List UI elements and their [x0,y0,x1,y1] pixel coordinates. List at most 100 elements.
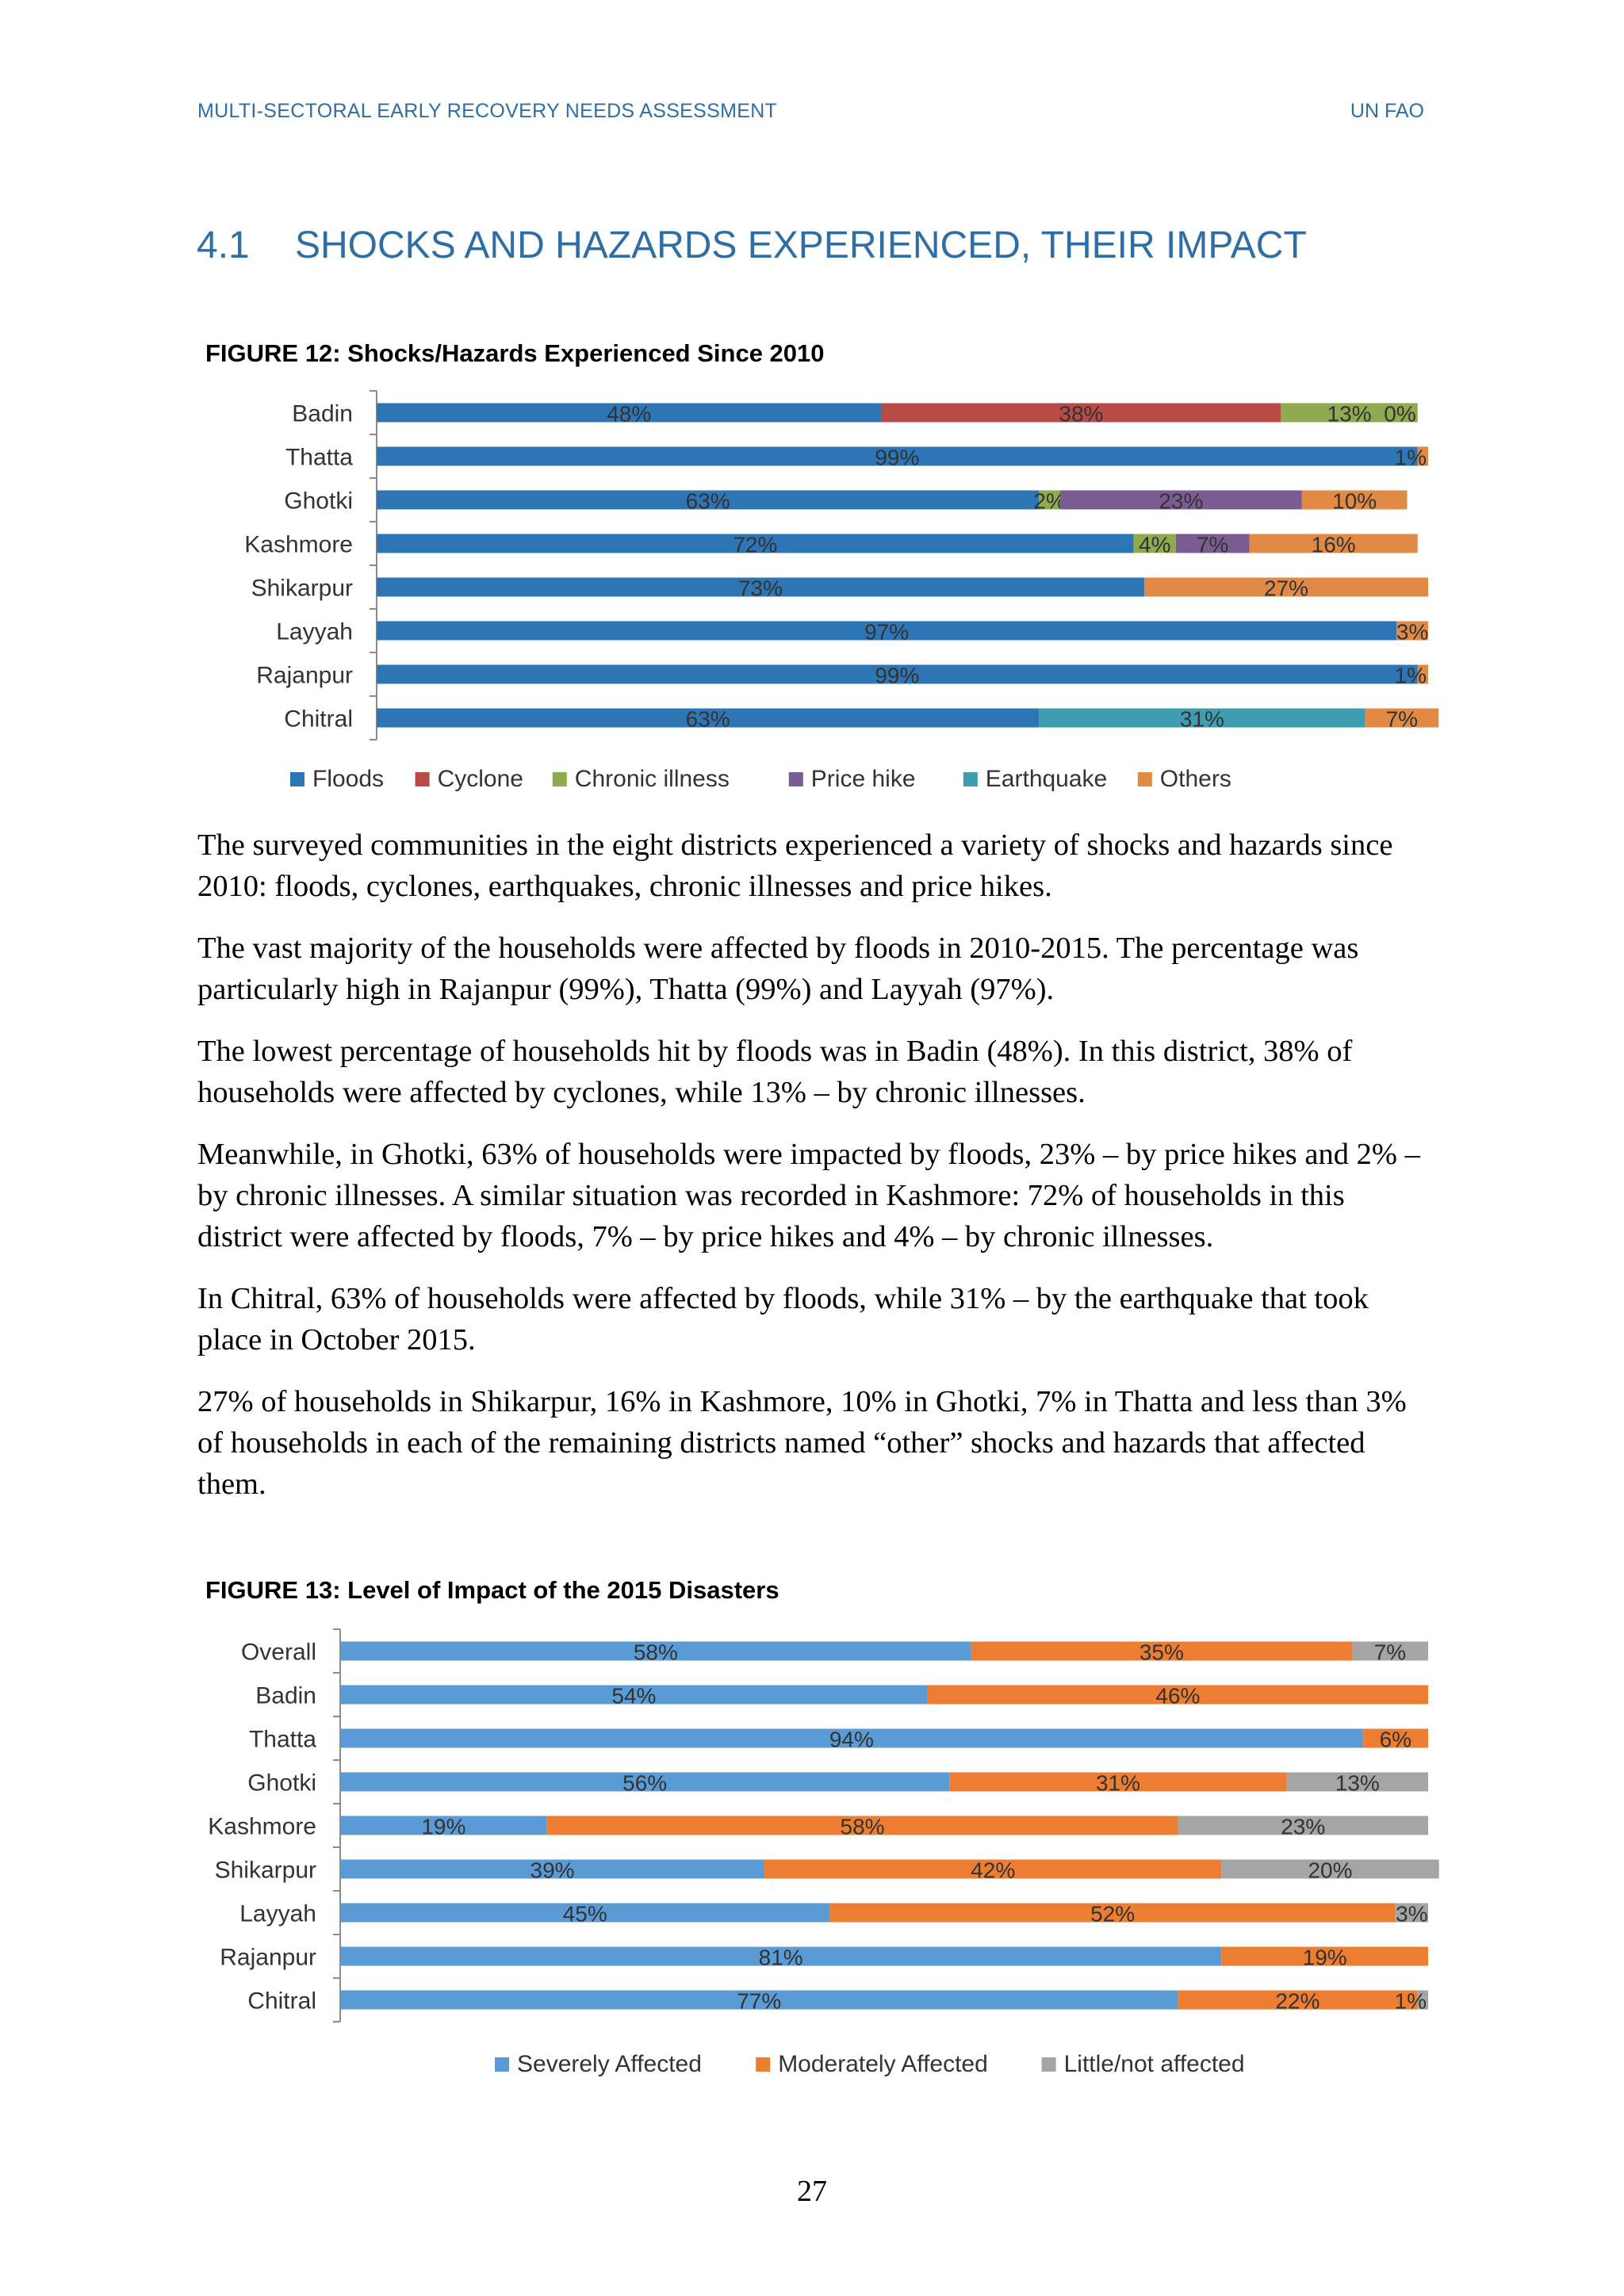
data-label: 23% [1159,489,1203,514]
legend-label-little-not-affected: Little/not affected [1064,2051,1245,2077]
bar-segment-floods-badin [377,403,882,423]
data-label: 19% [1303,1946,1347,1970]
data-label: 42% [971,1858,1015,1883]
category-label-overall: Overall [241,1640,316,1666]
data-label: 22% [1275,1989,1320,2014]
data-label: 77% [737,1989,781,2014]
bar-segment-little-not-affected-kashmore [1178,1816,1428,1835]
paragraph: The lowest percentage of households hit … [197,1035,1353,1109]
bar-segment-severely-affected-badin [340,1685,928,1705]
bar-segment-severely-affected-thatta [340,1728,1363,1748]
bar-segment-floods-chitral [377,708,1040,728]
category-label-shikarpur: Shikarpur [251,576,353,602]
data-label: 48% [607,402,651,427]
legend-swatch-others [1137,772,1152,786]
data-label: 58% [841,1815,885,1839]
bar-segment-moderately-affected-layyah [829,1903,1396,1923]
data-label: 99% [875,664,919,688]
bar-segment-others-thatta [1417,446,1428,466]
data-label: 1% [1395,446,1427,470]
bar-segment-moderately-affected-badin [927,1685,1428,1705]
section-heading: 4.1 SHOCKS AND HAZARDS EXPERIENCED, THEIR… [197,224,1307,267]
category-label-chitral: Chitral [247,1988,316,2015]
bar-segment-chronic-illness-ghotki [1039,490,1060,510]
figure-12-chart: Badin 48% 38% 13% 0%Thatta 99% 1%Ghotki 63% 2% 23… [244,390,1439,792]
data-label: 13% [1327,402,1372,427]
bar-segment-moderately-affected-chitral [1178,1990,1418,2010]
bar-segment-others-layyah [1396,621,1428,641]
figure-12-title: FIGURE 12: Shocks/Hazards Experienced Si… [205,339,825,367]
paragraph: Meanwhile, in Ghotki, 63% of households … [197,1138,1420,1253]
data-label: 63% [686,707,730,732]
paragraph: 27% of households in Shikarpur, 16% in K… [197,1385,1407,1501]
data-label: 31% [1096,1771,1140,1796]
data-label: 94% [829,1728,874,1752]
data-label: 27% [1264,576,1308,601]
data-label: 6% [1380,1728,1411,1752]
legend-swatch-severely-affected [495,2057,509,2072]
legend-label-severely-affected: Severely Affected [517,2051,702,2077]
category-label-thatta: Thatta [285,445,353,471]
bar-segment-moderately-affected-rajanpur [1221,1946,1428,1966]
bar-segment-others-rajanpur [1417,664,1428,684]
data-label: 54% [611,1684,656,1709]
bar-segment-floods-kashmore [377,534,1134,553]
legend-label-chronic-illness: Chronic illness [575,766,730,792]
bar-segment-severely-affected-rajanpur [340,1946,1222,1966]
bar-segment-moderately-affected-overall [971,1641,1352,1661]
bar-segment-price-hike-ghotki [1059,490,1302,510]
legend-label-cyclone: Cyclone [438,766,523,792]
bar-segment-severely-affected-overall [340,1641,971,1661]
data-label: 31% [1180,707,1224,732]
bar-segment-moderately-affected-shikarpur [764,1859,1222,1879]
data-label: 13% [1335,1771,1380,1796]
data-label: 3% [1396,1902,1427,1927]
bar-segment-chronic-illness-kashmore [1133,534,1176,553]
bar-segment-floods-shikarpur [377,577,1144,597]
data-label: 97% [864,620,909,645]
running-header-left: MULTI-SECTORAL EARLY RECOVERY NEEDS ASSE… [197,100,778,122]
bar-segment-earthquake-chitral [1039,708,1365,728]
data-label: 45% [563,1902,607,1927]
bar-segment-chronic-illness-badin [1281,403,1418,423]
legend-swatch-price-hike [788,772,803,786]
category-label-thatta: Thatta [249,1727,316,1753]
data-label: 23% [1281,1815,1325,1839]
data-label: 1% [1395,664,1427,688]
data-label: 7% [1374,1640,1406,1665]
figure-13-title: FIGURE 13: Level of Impact of the 2015 D… [205,1576,779,1604]
bar-segment-little-not-affected-layyah [1395,1903,1428,1923]
data-label: 19% [421,1815,465,1839]
legend-swatch-moderately-affected [756,2057,771,2072]
category-label-kashmore: Kashmore [244,532,353,558]
data-label: 39% [530,1858,575,1883]
bar-segment-floods-rajanpur [377,664,1418,684]
category-label-badin: Badin [255,1683,316,1709]
bar-segment-little-not-affected-ghotki [1286,1772,1428,1792]
data-label: 7% [1386,707,1418,732]
category-label-chitral: Chitral [284,706,353,733]
bar-segment-severely-affected-shikarpur [340,1859,765,1879]
category-label-rajanpur: Rajanpur [220,1945,316,1971]
bar-segment-others-chitral [1365,708,1439,728]
legend-swatch-cyclone [415,772,430,786]
category-label-layyah: Layyah [239,1901,316,1927]
data-label: 46% [1155,1684,1200,1709]
bar-segment-others-ghotki [1301,490,1408,510]
category-label-layyah: Layyah [276,619,353,645]
data-label: 1% [1395,1989,1427,2014]
bar-segment-little-not-affected-overall [1351,1641,1428,1661]
paragraph: The surveyed communities in the eight di… [197,828,1393,903]
bar-segment-others-kashmore [1249,534,1418,553]
bar-segment-cyclone-badin [881,403,1281,423]
figure-13-chart: Overall 58% 35% 7% Badin 54% 46% Thatta 94% 6% Gho… [208,1628,1439,2077]
category-label-ghotki: Ghotki [284,488,353,515]
data-label: 72% [733,533,777,557]
data-label: 0% [1384,402,1415,427]
data-label: 38% [1059,402,1103,427]
bar-segment-price-hike-kashmore [1175,534,1250,553]
bar-segment-little-not-affected-chitral [1417,1990,1428,2010]
category-label-shikarpur: Shikarpur [215,1858,316,1884]
data-label: 7% [1197,533,1228,557]
